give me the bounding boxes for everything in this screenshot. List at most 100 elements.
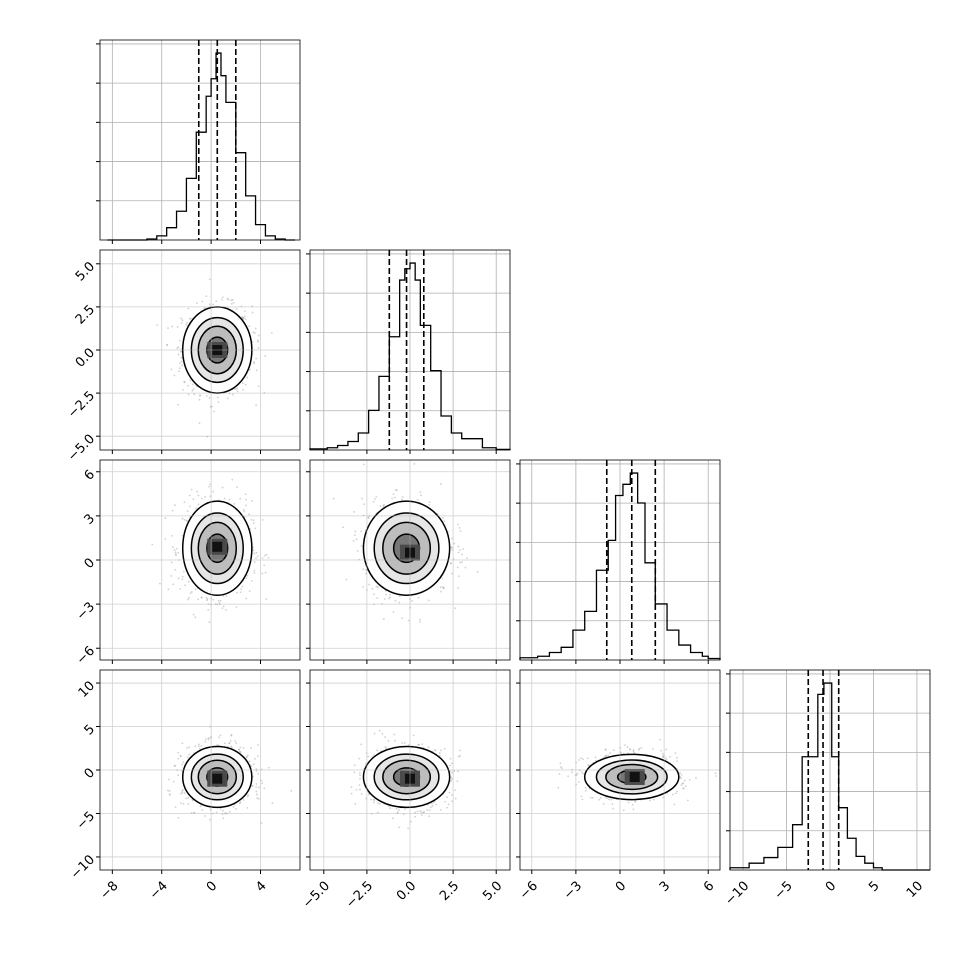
scatter-point xyxy=(178,339,181,342)
scatter-point xyxy=(358,772,361,775)
scatter-point xyxy=(410,820,412,823)
scatter-point xyxy=(226,397,229,400)
scatter-point xyxy=(401,742,404,745)
scatter-point xyxy=(181,578,184,581)
histogram-1 xyxy=(309,262,511,451)
scatter-point xyxy=(187,796,190,799)
scatter-point xyxy=(248,760,251,763)
scatter-point xyxy=(176,326,179,328)
scatter-point xyxy=(227,298,230,301)
scatter-point xyxy=(457,755,460,758)
scatter-point xyxy=(245,577,248,580)
scatter-point xyxy=(239,750,241,753)
scatter-point xyxy=(187,803,190,805)
scatter-point xyxy=(255,786,258,788)
pair-panel-3-0 xyxy=(96,669,301,874)
scatter-point xyxy=(177,353,180,356)
scatter-point xyxy=(235,606,238,608)
scatter-point xyxy=(367,516,370,519)
scatter-point xyxy=(172,583,175,586)
scatter-point xyxy=(446,796,449,799)
scatter-point xyxy=(186,746,188,749)
scatter-point xyxy=(212,598,215,601)
scatter-point xyxy=(183,792,186,795)
scatter-point xyxy=(652,798,655,801)
scatter-point xyxy=(400,498,403,501)
scatter-point xyxy=(241,316,244,319)
scatter-point xyxy=(244,318,247,321)
scatter-point xyxy=(168,790,171,792)
scatter-point xyxy=(364,763,367,765)
scatter-point xyxy=(215,811,218,814)
scatter-point xyxy=(263,787,266,790)
scatter-point xyxy=(261,782,264,785)
scatter-point xyxy=(398,595,401,598)
pair-content-3-2 xyxy=(557,738,717,812)
scatter-point xyxy=(375,495,378,498)
scatter-point xyxy=(457,545,460,548)
scatter-point xyxy=(682,787,685,790)
scatter-point xyxy=(242,747,245,749)
scatter-point xyxy=(201,300,204,303)
scatter-point xyxy=(359,788,361,791)
scatter-point xyxy=(456,566,459,569)
scatter-point xyxy=(177,757,180,760)
pair-panel-1-0 xyxy=(96,249,301,454)
scatter-point xyxy=(427,599,430,602)
scatter-point xyxy=(174,551,177,554)
scatter-point xyxy=(170,561,173,564)
scatter-point xyxy=(181,364,183,367)
scatter-point xyxy=(385,747,388,750)
scatter-point xyxy=(418,743,421,746)
scatter-point xyxy=(208,485,211,488)
scatter-point xyxy=(188,505,191,508)
scatter-point xyxy=(410,600,413,602)
scatter-point xyxy=(177,577,180,580)
scatter-point xyxy=(241,585,244,588)
scatter-point xyxy=(207,738,210,741)
scatter-point xyxy=(216,396,219,399)
scatter-point xyxy=(451,771,454,774)
scatter-point xyxy=(253,552,256,555)
scatter-point xyxy=(205,596,208,599)
scatter-point xyxy=(189,592,192,595)
scatter-point xyxy=(417,596,420,599)
scatter-point xyxy=(172,780,175,783)
scatter-point xyxy=(360,545,363,548)
scatter-point xyxy=(218,736,220,739)
scatter-point xyxy=(457,770,459,773)
scatter-point xyxy=(607,754,610,757)
scatter-point xyxy=(257,347,260,349)
scatter-point xyxy=(174,806,177,808)
scatter-point xyxy=(208,621,211,624)
scatter-point xyxy=(252,519,255,522)
scatter-point xyxy=(175,547,178,550)
scatter-point xyxy=(459,530,462,532)
scatter-point xyxy=(442,586,445,589)
scatter-point xyxy=(396,811,399,814)
scatter-point xyxy=(261,557,264,559)
scatter-point xyxy=(232,805,235,808)
scatter-point xyxy=(384,736,387,738)
scatter-point xyxy=(449,562,452,565)
scatter-point xyxy=(422,746,425,749)
scatter-point xyxy=(392,493,395,496)
scatter-point xyxy=(419,618,422,621)
scatter-point xyxy=(679,772,682,774)
scatter-point xyxy=(370,798,373,801)
scatter-point xyxy=(173,549,176,551)
scatter-point xyxy=(373,593,375,596)
scatter-point xyxy=(466,557,469,560)
scatter-point xyxy=(669,755,671,758)
scatter-point xyxy=(173,764,176,767)
scatter-point xyxy=(167,789,169,792)
scatter-point xyxy=(450,776,453,779)
scatter-point xyxy=(238,748,241,751)
scatter-point xyxy=(375,585,378,588)
scatter-point xyxy=(196,302,198,305)
scatter-point xyxy=(393,733,396,736)
scatter-point xyxy=(439,808,442,811)
scatter-point xyxy=(456,780,459,783)
scatter-point xyxy=(198,394,201,397)
scatter-point xyxy=(255,770,258,772)
